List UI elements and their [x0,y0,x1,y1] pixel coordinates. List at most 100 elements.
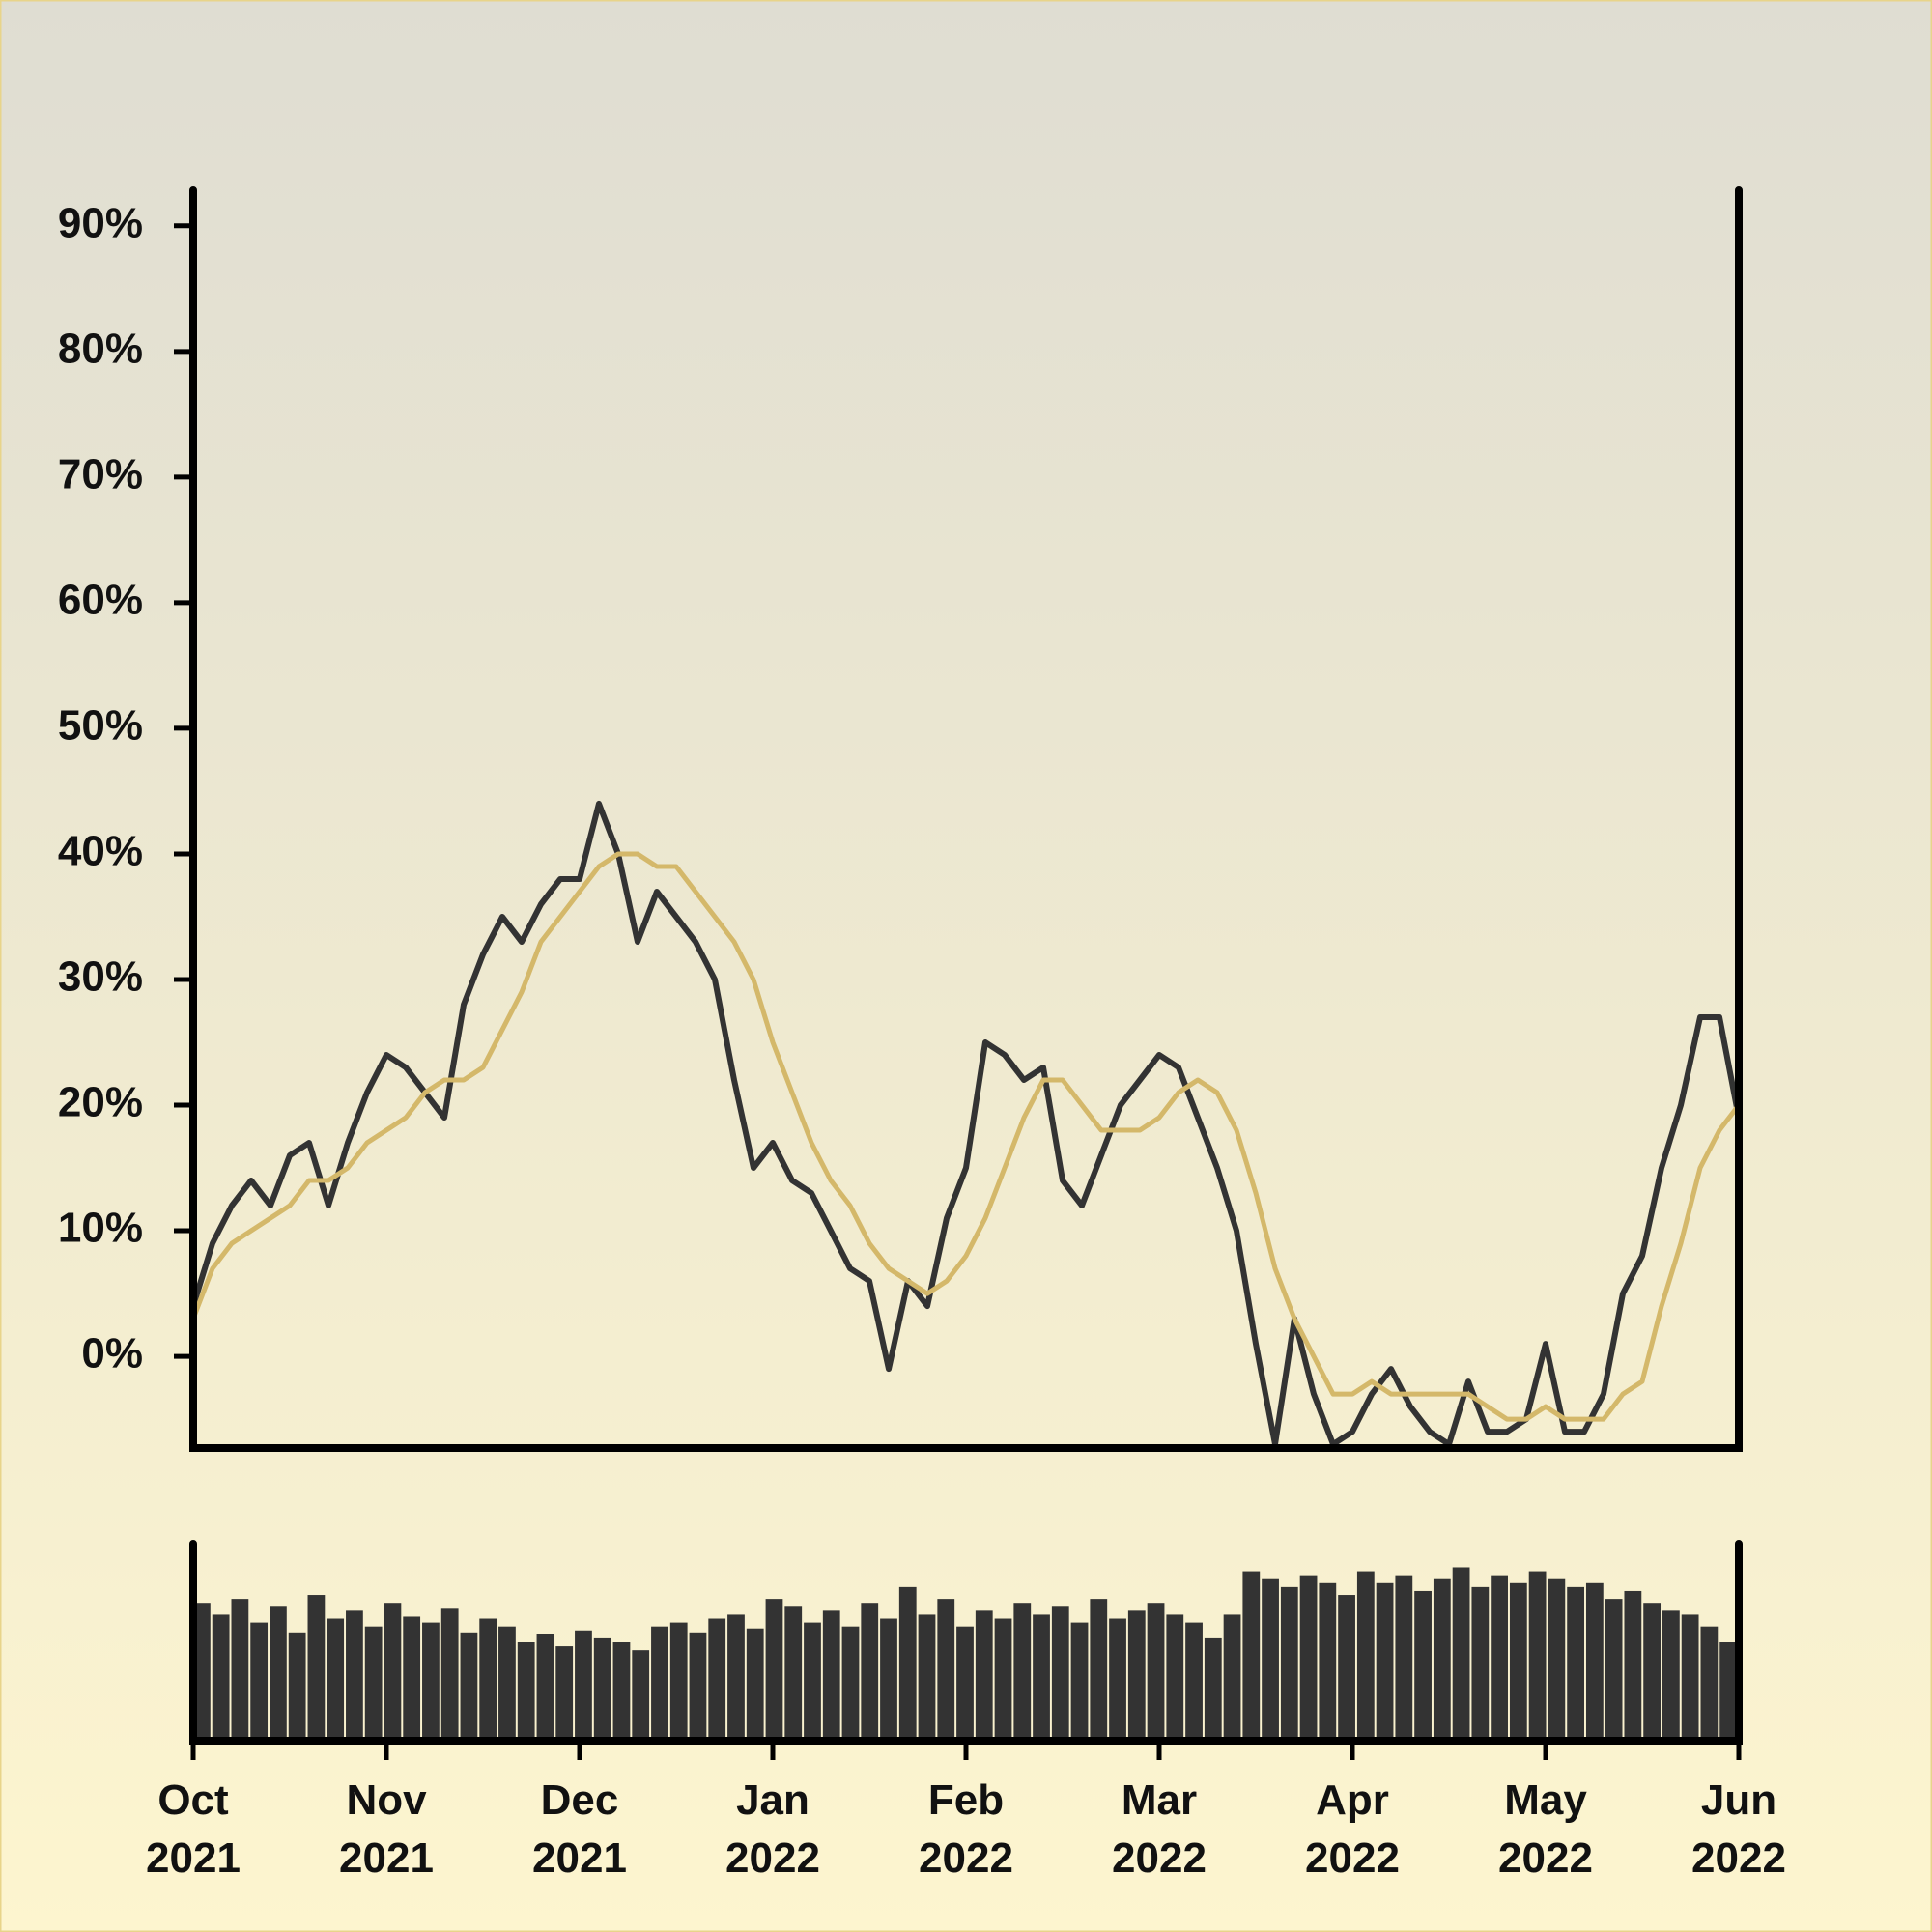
volume-bar [861,1603,879,1741]
price-panel [193,800,1739,1448]
volume-bar [250,1622,269,1741]
volume-bar [1013,1603,1032,1741]
volume-bar [1376,1582,1394,1741]
x-tick-label: Jun 2022 [1691,1776,1786,1882]
volume-bar [1605,1599,1623,1741]
x-tick-label: Feb 2022 [919,1776,1013,1882]
volume-bar [765,1599,783,1741]
volume-bar [384,1603,402,1741]
volume-bar [440,1608,459,1741]
volume-bar [1700,1626,1719,1741]
volume-bar [956,1626,974,1741]
volume-bar [727,1614,745,1741]
volume-bar [1528,1571,1547,1741]
y-tick-label: 10% [58,1205,143,1252]
volume-bar [288,1632,306,1741]
volume-bar [898,1586,917,1741]
volume-bar [517,1642,535,1741]
volume-bar [1127,1610,1146,1741]
x-tick-label: Apr 2022 [1305,1776,1400,1882]
volume-bar [1356,1571,1375,1741]
volume-bar [1643,1603,1662,1741]
volume-bar [1070,1622,1089,1741]
volume-bar [1414,1590,1432,1741]
volume-bar [231,1599,249,1741]
volume-bar [1109,1618,1126,1741]
volume-bar [937,1599,955,1741]
volume-bar [918,1614,936,1741]
x-tick-label: May 2022 [1498,1776,1593,1882]
volume-bar [327,1618,345,1741]
volume-bar [1223,1614,1241,1741]
volume-bar [651,1626,668,1741]
volume-bar [536,1634,554,1741]
volume-bar [784,1606,803,1741]
volume-bar [403,1616,421,1741]
volume-bar [1262,1578,1279,1741]
y-tick-label: 70% [58,450,143,497]
volume-bar [1395,1575,1413,1741]
volume-bar [612,1642,631,1741]
volume-bar [1185,1622,1203,1741]
y-tick-label: 0% [81,1330,143,1378]
volume-bar [1338,1595,1355,1741]
y-tick-label: 90% [58,199,143,246]
volume-bar [422,1622,440,1741]
price-line [193,851,1739,1422]
volume-bar [479,1618,497,1741]
volume-panel [193,1567,1738,1741]
volume-bar [1624,1590,1642,1741]
volume-bar [1567,1586,1584,1741]
volume-bar [1681,1614,1699,1741]
volume-bar [364,1626,383,1741]
volume-bar [1204,1637,1222,1741]
volume-bar [669,1622,688,1741]
volume-bar [880,1618,897,1741]
volume-bar [1491,1575,1508,1741]
volume-bar [1509,1582,1527,1741]
y-tick-label: 60% [58,577,143,624]
volume-bar [1433,1578,1451,1741]
price-axis-frame [189,186,1743,1452]
x-tick-label: Dec 2021 [532,1776,627,1882]
volume-bar [1051,1606,1069,1741]
volume-bar [270,1606,287,1741]
volume-bar [632,1650,650,1741]
volume-bar [1548,1578,1566,1741]
volume-bar [994,1618,1012,1741]
axes: 0% 10% 20% 30% 40% 50% 60% 70% 80% 90% Oct 2021 Nov 2… [58,186,1786,1882]
volume-bar [1280,1586,1298,1741]
y-tick-label: 80% [58,325,143,372]
volume-bar [555,1646,574,1741]
volume-bar [1147,1603,1165,1741]
volume-bar [1166,1614,1184,1741]
volume-bar [346,1610,363,1741]
volume-bar [1452,1567,1470,1741]
volume-bar [1242,1571,1261,1741]
volume-bar [1662,1610,1680,1741]
volume-bar [307,1595,326,1741]
y-tick-label: 40% [58,828,143,875]
y-tick-label: 30% [58,953,143,1001]
volume-bar [1033,1614,1050,1741]
volume-bar [593,1637,611,1741]
y-tick-label: 20% [58,1079,143,1126]
volume-bar [498,1626,516,1741]
volume-bar [1585,1582,1604,1741]
volume-bar [1471,1586,1490,1741]
volume-bar [746,1628,764,1741]
volume-bar [1319,1582,1337,1741]
volume-bar [689,1632,707,1741]
x-tick-label: Jan 2022 [725,1776,820,1882]
y-tick-label: 50% [58,702,143,750]
volume-bar [708,1618,726,1741]
volume-bar [822,1610,840,1741]
volume-bar [1299,1575,1318,1741]
volume-bar [975,1610,993,1741]
x-tick-label: Nov 2021 [339,1776,434,1882]
volume-bar [212,1614,230,1741]
x-tick-label: Mar 2022 [1112,1776,1207,1882]
x-tick-label: Oct 2021 [146,1776,241,1882]
volume-bar [841,1626,860,1741]
